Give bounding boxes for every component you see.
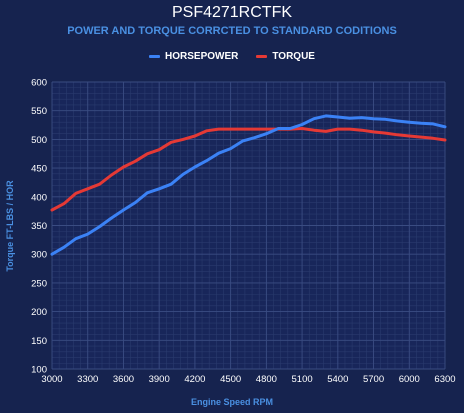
- y-tick-label: 550: [31, 106, 47, 117]
- y-tick-label: 250: [31, 278, 47, 289]
- y-tick-label: 500: [31, 135, 47, 146]
- x-tick-label: 3600: [113, 374, 134, 385]
- x-tick-label: 5100: [292, 374, 313, 385]
- x-tick-label: 5400: [327, 374, 348, 385]
- x-tick-label: 3000: [41, 374, 62, 385]
- x-axis-title: Engine Speed RPM: [190, 397, 273, 407]
- series-line-horsepower: [50, 114, 447, 256]
- y-tick-label: 200: [31, 307, 47, 318]
- x-tick-label: 4800: [256, 374, 277, 385]
- y-tick-label: 350: [31, 221, 47, 232]
- legend: HORSEPOWER TORQUE: [0, 51, 464, 62]
- series-line-torque: [50, 127, 447, 212]
- y-tick-label: 600: [31, 78, 47, 89]
- y-tick-label: 100: [31, 365, 47, 376]
- chart-title: PSF4271RCTFK: [171, 4, 293, 21]
- x-tick-label: 4200: [184, 374, 205, 385]
- x-tick-label: 6000: [399, 374, 420, 385]
- legend-item-horsepower[interactable]: HORSEPOWER: [149, 51, 238, 62]
- x-tick-label: 4500: [220, 374, 241, 385]
- chart-subtitle: POWER AND TORQUE CORRCTED TO STANDARD CO…: [67, 25, 397, 37]
- legend-item-torque[interactable]: TORQUE: [256, 51, 315, 62]
- y-tick-label: 450: [31, 164, 47, 175]
- x-tick-label: 6300: [434, 374, 455, 385]
- y-tick-label: 150: [31, 336, 47, 347]
- x-tick-label: 5700: [363, 374, 384, 385]
- y-tick-label: 400: [31, 192, 47, 203]
- legend-swatch-horsepower: [149, 55, 161, 58]
- y-tick-label: 300: [31, 250, 47, 261]
- legend-label-horsepower: HORSEPOWER: [165, 51, 239, 62]
- x-tick-label: 3900: [149, 374, 170, 385]
- legend-swatch-torque: [256, 55, 268, 58]
- x-tick-label: 3300: [77, 374, 98, 385]
- legend-label-torque: TORQUE: [272, 51, 315, 62]
